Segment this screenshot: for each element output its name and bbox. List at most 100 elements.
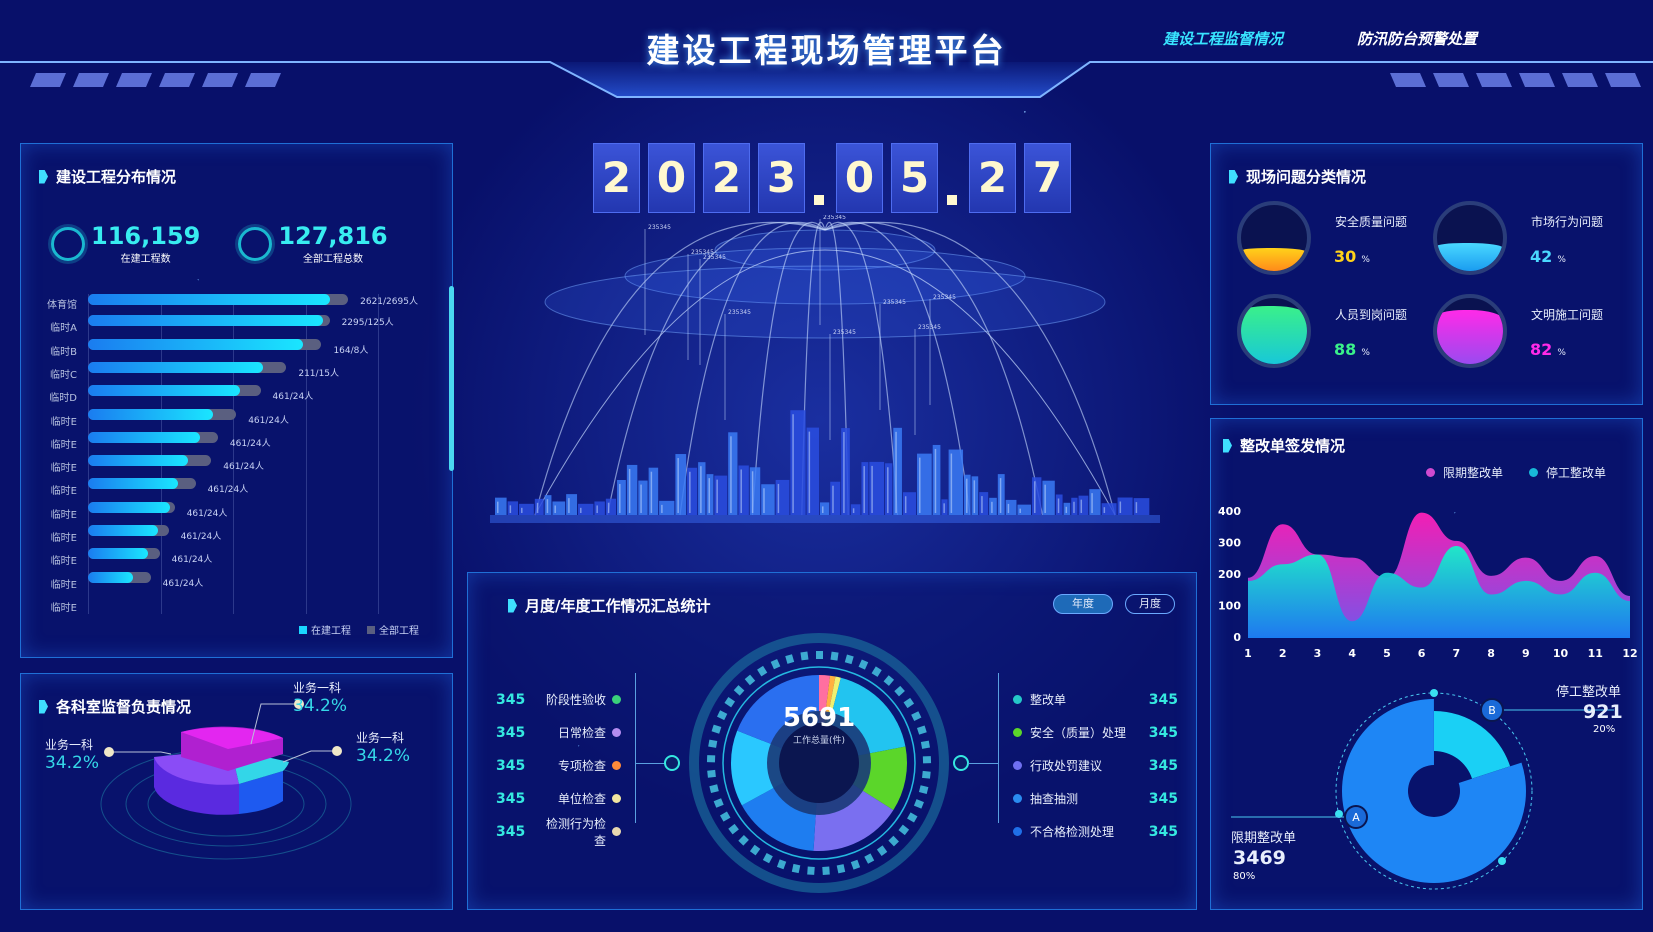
bar-under-construction (88, 525, 158, 536)
tick-segment (707, 769, 716, 778)
bar-under-construction (88, 338, 303, 350)
building (806, 427, 819, 515)
stat-label: 全部工程总数 (302, 254, 363, 265)
building-windows (509, 505, 512, 513)
tick-segment (791, 863, 801, 874)
building (917, 453, 932, 515)
date-digit: 0 (648, 143, 695, 213)
legend-label: 全部工程 (379, 626, 419, 637)
building (893, 427, 902, 515)
liquid-fill (1437, 309, 1503, 364)
pie-slice-side (239, 771, 283, 814)
bar-data-label: 211/15人 (298, 368, 340, 379)
dashed-orbit (1335, 692, 1533, 890)
item-label: 抽查抽测 (1030, 792, 1079, 806)
building-windows (808, 431, 811, 513)
building (830, 481, 841, 515)
issue-unit: % (1361, 255, 1370, 265)
building-windows (596, 505, 598, 513)
building (1042, 480, 1055, 515)
y-tick-label: 400 (1218, 505, 1241, 518)
tick-segment (830, 651, 839, 661)
donut-segment-a (1342, 699, 1526, 883)
tick-segment (844, 654, 854, 665)
item-label: 安全（质量）处理 (1030, 726, 1127, 740)
connector-left (635, 763, 665, 764)
building (738, 465, 749, 515)
building (552, 501, 566, 515)
city-base (490, 515, 1160, 523)
toggle-month[interactable]: 月度 (1125, 594, 1175, 614)
pie-label-value: 34.2% (356, 746, 411, 766)
panel-title: 月度/年度工作情况汇总统计 (508, 595, 710, 616)
outer-ring (689, 633, 949, 893)
item-value: 345 (496, 757, 526, 774)
connector-right (968, 763, 998, 764)
legend-row: 345 日常检查 (496, 716, 621, 749)
panel-title-text: 建设工程分布情况 (56, 168, 177, 186)
building (1101, 503, 1117, 515)
building-windows (607, 502, 610, 513)
item-dot (612, 728, 621, 737)
building (626, 464, 638, 515)
building (698, 462, 706, 515)
donut-segment-b (1434, 711, 1511, 779)
dome-tag-label: 235345 (728, 309, 751, 316)
bar-category-label: 临时E (50, 509, 77, 521)
bar-data-label: 461/24人 (229, 438, 271, 449)
stat-under-construction: 116,159 在建工程数 (51, 222, 200, 265)
panel-title: 建设工程分布情况 (39, 166, 176, 187)
building-windows (1103, 507, 1106, 513)
departments-panel: 各科室监督负责情况 业务一科 34.2% 业务一科 34.2% 业务一科 34.2% (20, 673, 453, 910)
building-windows (943, 503, 945, 513)
tick-segment (708, 739, 718, 748)
building (902, 492, 917, 515)
scrollbar[interactable] (449, 286, 454, 471)
item-value: 345 (1148, 724, 1178, 741)
nav-supervision[interactable]: 建设工程监督情况 (1163, 30, 1284, 48)
x-tick-label: 7 (1453, 647, 1461, 660)
bar-data-label: 461/24人 (171, 555, 213, 566)
liquid-fill (1241, 247, 1307, 271)
tick-segment (733, 685, 745, 696)
building-windows (677, 458, 679, 513)
stat-total: 127,816 全部工程总数 (238, 222, 388, 265)
item-dot (1013, 695, 1022, 704)
building-windows (792, 414, 794, 513)
dome-tag-label: 235345 (918, 324, 941, 331)
building-windows (1065, 506, 1068, 513)
building (790, 410, 806, 515)
nav-flood-warning[interactable]: 防汛防台预警处置 (1357, 30, 1478, 48)
pie-3d-chart (100, 699, 352, 860)
tick-segment (850, 859, 861, 870)
dome-meridian (751, 221, 826, 516)
y-tick-label: 200 (1218, 568, 1241, 581)
legend-row: 行政处罚建议 345 (1013, 749, 1178, 782)
toggle-year[interactable]: 年度 (1053, 594, 1113, 614)
right-legend-list: 整改单 345 安全（质量）处理 345 行政处罚建议 345 抽查抽测 345 不合格检测处理… (1013, 683, 1178, 848)
building (495, 497, 507, 515)
tick-segment (720, 811, 731, 822)
building (605, 498, 617, 515)
x-tick-label: 9 (1522, 647, 1530, 660)
tick-segment (762, 852, 773, 864)
date-digit: 0 (836, 143, 883, 213)
item-dot (1013, 827, 1022, 836)
legend-label: 停工整改单 (1546, 466, 1607, 480)
legend-label: 限期整改单 (1443, 466, 1504, 480)
building-windows (981, 496, 983, 513)
legend-swatch (299, 625, 307, 634)
date-digit: 5 (891, 143, 938, 213)
bar-category-label: 临时E (50, 579, 77, 591)
building (820, 502, 830, 515)
building-windows (650, 471, 653, 513)
bar-data-label: 164/8人 (333, 345, 369, 356)
panel-title: 各科室监督负责情况 (39, 696, 191, 717)
dome-tag-label: 235345 (933, 294, 956, 301)
donut-label-value: 3469 (1233, 847, 1286, 869)
building-windows (751, 471, 754, 513)
y-tick-label: 100 (1218, 600, 1241, 613)
header-frame (0, 61, 1653, 98)
tick-segment (876, 845, 888, 856)
legend-dot (1529, 468, 1539, 477)
